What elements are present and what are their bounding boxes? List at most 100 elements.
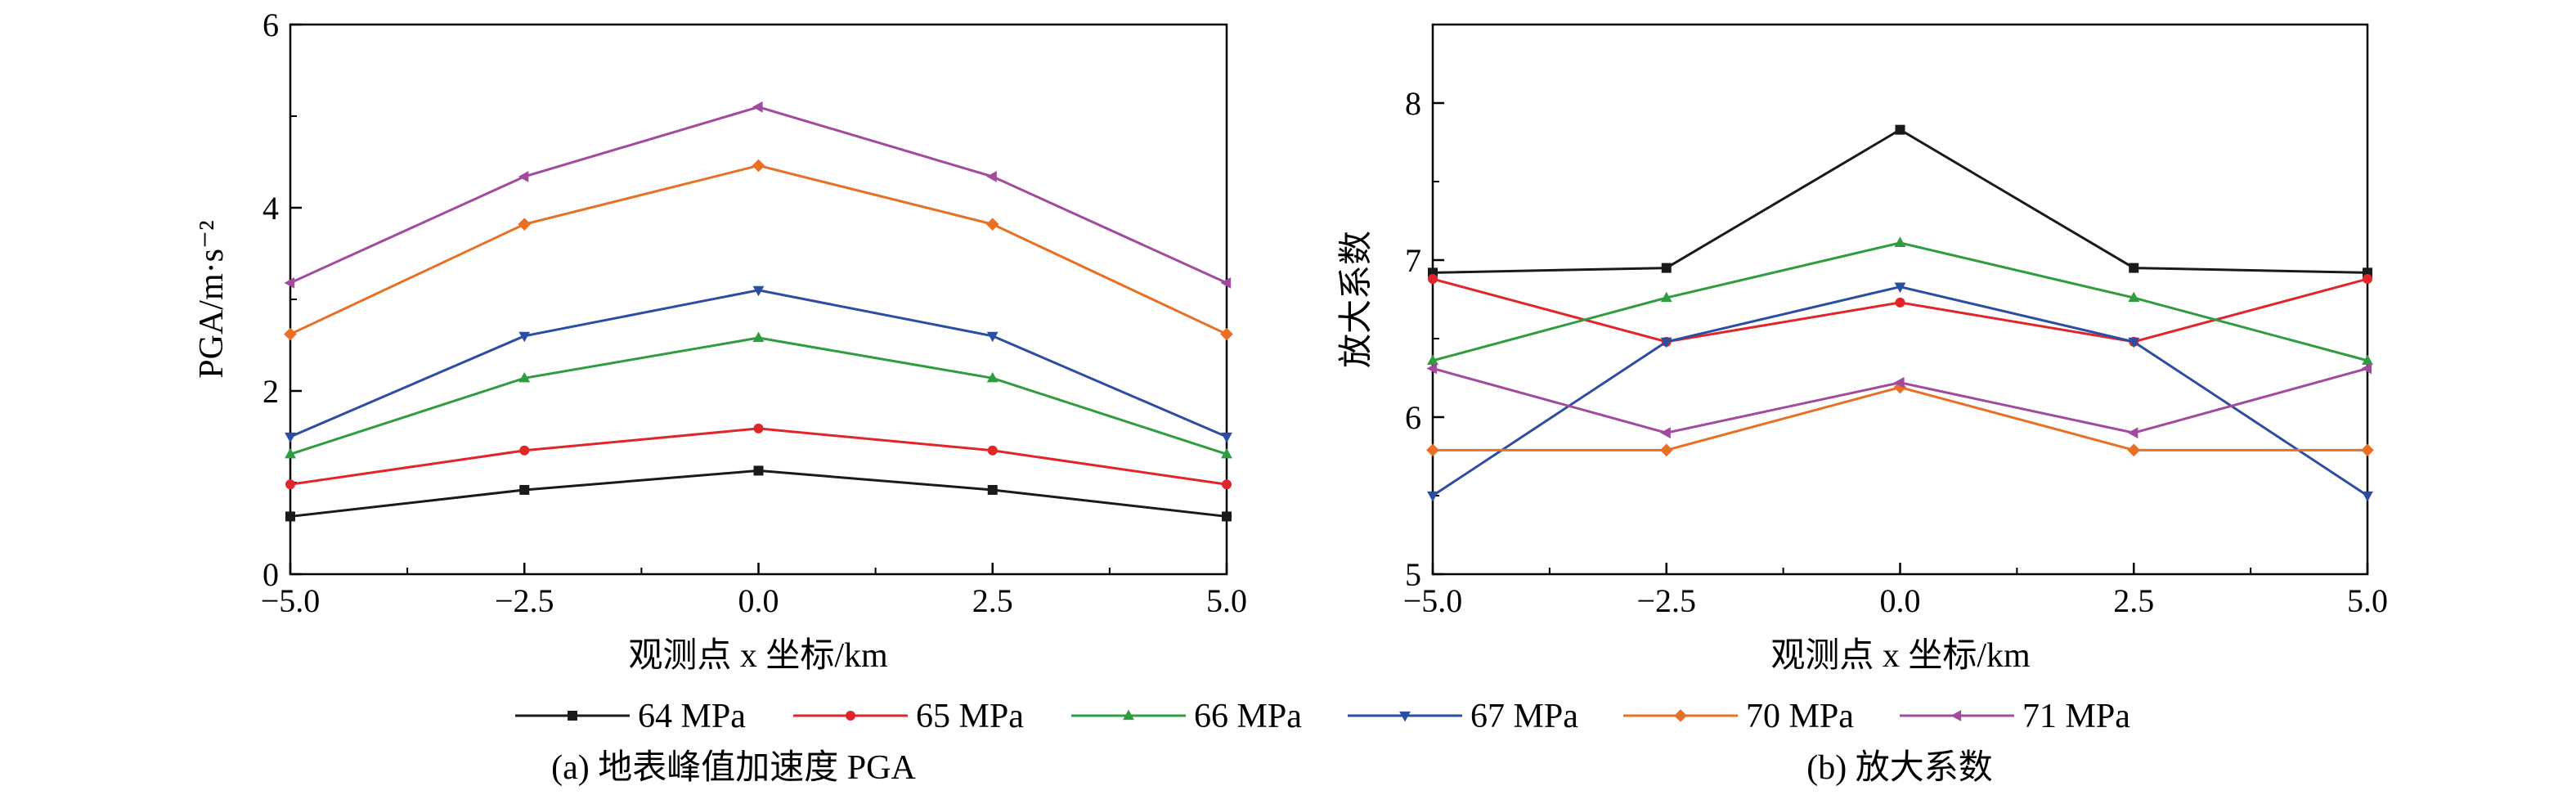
legend-label: 66 MPa bbox=[1194, 698, 1302, 735]
chart-caption: (b) 放大系数 bbox=[1806, 749, 1992, 787]
data-point bbox=[752, 285, 765, 297]
series-line bbox=[1432, 128, 2368, 274]
data-point bbox=[2128, 337, 2140, 348]
data-point bbox=[2362, 354, 2373, 365]
series-line bbox=[289, 336, 1227, 456]
legend-item: 71 MPa bbox=[1900, 698, 2130, 735]
legend-item: 64 MPa bbox=[515, 698, 746, 735]
series-layer bbox=[1426, 124, 2374, 502]
data-point bbox=[284, 276, 295, 289]
data-point bbox=[1895, 124, 1905, 135]
legend-item: 66 MPa bbox=[1071, 698, 1302, 735]
legend-item: 70 MPa bbox=[1623, 698, 1854, 735]
series-line bbox=[289, 427, 1227, 486]
data-point bbox=[2128, 291, 2140, 303]
legend-marker bbox=[1950, 710, 1962, 721]
data-point bbox=[518, 331, 531, 343]
data-point bbox=[753, 465, 764, 476]
data-point bbox=[2363, 274, 2372, 285]
x-axis-label: 观测点 x 坐标/km bbox=[1770, 637, 2031, 675]
y-tick-label: 4 bbox=[263, 190, 279, 227]
x-tick-label: −5.0 bbox=[1403, 582, 1463, 619]
ticks: −5.0 −2.5 0.0 2.5 5.0 5 6 7 8 bbox=[1403, 24, 2388, 619]
data-point bbox=[986, 331, 999, 343]
legend-label: 65 MPa bbox=[916, 698, 1024, 735]
y-tick-label: 2 bbox=[263, 373, 279, 410]
data-point bbox=[1660, 427, 1671, 439]
y-tick-label: 6 bbox=[263, 7, 279, 43]
data-point bbox=[1222, 511, 1232, 522]
x-tick-label: 0.0 bbox=[1880, 582, 1921, 619]
series-layer bbox=[284, 101, 1233, 522]
data-point bbox=[519, 445, 530, 456]
data-point bbox=[986, 371, 999, 383]
data-point bbox=[1426, 443, 1439, 457]
legend-marker bbox=[1399, 711, 1411, 722]
data-point bbox=[1221, 447, 1232, 459]
data-point bbox=[2129, 263, 2139, 273]
data-point bbox=[284, 327, 297, 341]
data-point bbox=[518, 218, 532, 231]
data-point bbox=[1660, 291, 1672, 303]
data-point bbox=[752, 331, 765, 343]
data-point bbox=[1427, 491, 1438, 502]
data-point bbox=[753, 423, 764, 433]
data-point bbox=[986, 171, 997, 182]
x-tick-label: −2.5 bbox=[495, 582, 554, 619]
legend-marker bbox=[1123, 709, 1134, 721]
y-tick-label: 7 bbox=[1405, 242, 1421, 279]
data-point bbox=[1220, 276, 1232, 289]
y-tick-label: 8 bbox=[1405, 85, 1421, 122]
chart-caption: (a) 地表峰值加速度 PGA bbox=[551, 749, 916, 787]
data-point bbox=[752, 159, 765, 173]
data-point bbox=[985, 218, 999, 231]
data-point bbox=[285, 511, 295, 522]
data-point bbox=[1221, 432, 1232, 443]
y-tick-label: 0 bbox=[263, 556, 279, 593]
data-point bbox=[518, 371, 531, 383]
data-point bbox=[285, 432, 296, 443]
legend: 64 MPa 65 MPa 66 MPa 67 MPa 70 MPa 71 MPa bbox=[515, 698, 2130, 735]
data-point bbox=[1428, 274, 1438, 285]
y-tick-label: 5 bbox=[1405, 556, 1421, 593]
x-tick-label: 0.0 bbox=[738, 582, 779, 619]
x-tick-label: 2.5 bbox=[972, 582, 1013, 619]
data-point bbox=[285, 447, 296, 459]
series-line bbox=[1432, 367, 2368, 434]
x-tick-label: 2.5 bbox=[2113, 582, 2154, 619]
data-point bbox=[1659, 443, 1673, 457]
legend-item: 67 MPa bbox=[1348, 698, 1578, 735]
x-axis-label: 观测点 x 坐标/km bbox=[628, 637, 888, 675]
legend-label: 71 MPa bbox=[2022, 698, 2130, 735]
legend-label: 64 MPa bbox=[638, 698, 746, 735]
series-line bbox=[289, 469, 1227, 518]
data-point bbox=[1426, 362, 1438, 375]
chart-a: −5.0 −2.5 0.0 2.5 5.0 0 2 4 6 PGA/m·s⁻² 观测点 x 坐标… bbox=[193, 7, 1247, 787]
data-point bbox=[2127, 443, 2141, 457]
data-point bbox=[2362, 491, 2373, 502]
data-point bbox=[285, 479, 295, 490]
data-point bbox=[1661, 263, 1672, 273]
data-point bbox=[1894, 236, 1906, 247]
x-tick-label: 5.0 bbox=[2347, 582, 2388, 619]
data-point bbox=[1222, 479, 1232, 490]
data-point bbox=[1895, 297, 1905, 308]
x-tick-label: −5.0 bbox=[261, 582, 321, 619]
legend-label: 67 MPa bbox=[1470, 698, 1578, 735]
y-tick-label: 6 bbox=[1405, 399, 1421, 436]
legend-marker bbox=[568, 711, 577, 721]
series-line bbox=[1433, 385, 2367, 451]
data-point bbox=[752, 101, 763, 113]
y-axis-label: PGA/m·s⁻² bbox=[193, 220, 231, 378]
data-point bbox=[987, 484, 998, 495]
data-point bbox=[2127, 427, 2138, 439]
data-point bbox=[1220, 327, 1233, 341]
data-point bbox=[518, 171, 529, 182]
data-point bbox=[1894, 282, 1906, 294]
x-tick-label: 5.0 bbox=[1206, 582, 1247, 619]
ticks: −5.0 −2.5 0.0 2.5 5.0 0 2 4 6 bbox=[261, 7, 1247, 619]
data-point bbox=[2361, 443, 2374, 457]
y-axis-label: 放大系数 bbox=[1338, 231, 1376, 368]
legend-item: 65 MPa bbox=[793, 698, 1024, 735]
